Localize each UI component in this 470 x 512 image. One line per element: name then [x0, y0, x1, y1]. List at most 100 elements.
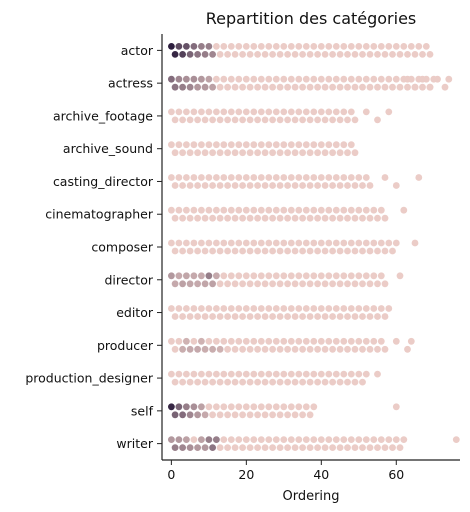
data-point	[183, 206, 190, 214]
y-tick-label: editor	[116, 305, 154, 320]
data-point	[257, 108, 265, 116]
data-point	[381, 444, 389, 451]
data-point	[284, 280, 291, 288]
data-point	[186, 280, 194, 288]
data-point	[287, 75, 295, 83]
data-point	[246, 444, 254, 451]
data-point	[299, 313, 306, 320]
data-point	[299, 247, 306, 255]
data-point	[366, 247, 374, 255]
data-point	[325, 141, 333, 149]
data-point	[250, 141, 258, 149]
data-point	[213, 43, 220, 50]
data-point	[317, 141, 325, 149]
data-point	[280, 43, 288, 50]
data-point	[250, 108, 258, 116]
data-point	[374, 247, 381, 255]
data-point	[168, 75, 175, 83]
data-point	[329, 182, 336, 189]
data-point	[329, 280, 336, 288]
swarm-row-producer	[168, 337, 415, 353]
data-point	[235, 108, 243, 116]
data-point	[261, 444, 269, 451]
data-point	[198, 75, 205, 83]
data-point	[310, 108, 318, 116]
x-tick-label: 0	[167, 467, 175, 482]
data-point	[242, 436, 250, 443]
data-point	[227, 108, 235, 116]
swarm-row-director	[168, 272, 404, 288]
data-point	[276, 247, 284, 255]
data-point	[287, 174, 295, 181]
data-point	[216, 182, 224, 189]
data-point	[246, 378, 254, 386]
data-point	[269, 444, 276, 451]
y-tick-label: actor	[121, 43, 154, 58]
data-point	[381, 280, 389, 288]
data-point	[183, 43, 190, 50]
swarm-row-editor	[168, 305, 393, 320]
data-point	[194, 411, 202, 419]
data-point	[359, 83, 366, 91]
data-point	[194, 182, 202, 189]
data-point	[265, 239, 273, 247]
data-point	[250, 75, 258, 83]
data-point	[242, 272, 250, 280]
data-point	[235, 206, 243, 214]
data-point	[396, 272, 404, 280]
data-point	[321, 247, 329, 255]
data-point	[340, 141, 348, 149]
data-point	[269, 149, 276, 157]
data-point	[299, 280, 306, 288]
data-point	[344, 444, 351, 451]
data-point	[276, 313, 284, 320]
data-point	[190, 272, 198, 280]
data-point	[198, 272, 205, 280]
y-tick-label: archive_footage	[53, 108, 153, 123]
data-point	[284, 444, 291, 451]
data-point	[231, 247, 239, 255]
data-point	[291, 378, 299, 386]
data-point	[235, 337, 243, 345]
data-point	[314, 149, 321, 157]
data-point	[329, 83, 336, 91]
data-point	[314, 345, 321, 353]
data-point	[306, 378, 314, 386]
data-point	[385, 436, 393, 443]
data-point	[250, 305, 258, 312]
data-point	[295, 239, 303, 247]
data-point	[254, 83, 261, 91]
data-point	[250, 206, 258, 214]
data-point	[239, 280, 247, 288]
data-point	[355, 370, 363, 378]
data-point	[175, 75, 183, 83]
data-point	[239, 378, 247, 386]
data-point	[224, 378, 232, 386]
data-point	[336, 345, 344, 353]
data-point	[325, 108, 333, 116]
data-point	[186, 116, 194, 124]
data-point	[175, 436, 183, 443]
data-point	[227, 43, 235, 50]
data-point	[276, 214, 284, 222]
data-point	[284, 182, 291, 189]
data-point	[385, 305, 393, 312]
data-point	[186, 247, 194, 255]
data-point	[231, 182, 239, 189]
data-point	[261, 313, 269, 320]
data-point	[310, 436, 318, 443]
data-point	[224, 116, 232, 124]
data-point	[329, 214, 336, 222]
data-point	[329, 51, 336, 58]
data-point	[284, 149, 291, 157]
data-point	[179, 345, 187, 353]
data-point	[340, 75, 348, 83]
data-point	[235, 174, 243, 181]
data-point	[213, 75, 220, 83]
data-point	[351, 345, 359, 353]
data-point	[265, 75, 273, 83]
data-point	[171, 280, 179, 288]
data-point	[239, 345, 247, 353]
data-point	[179, 51, 187, 58]
data-point	[257, 370, 265, 378]
